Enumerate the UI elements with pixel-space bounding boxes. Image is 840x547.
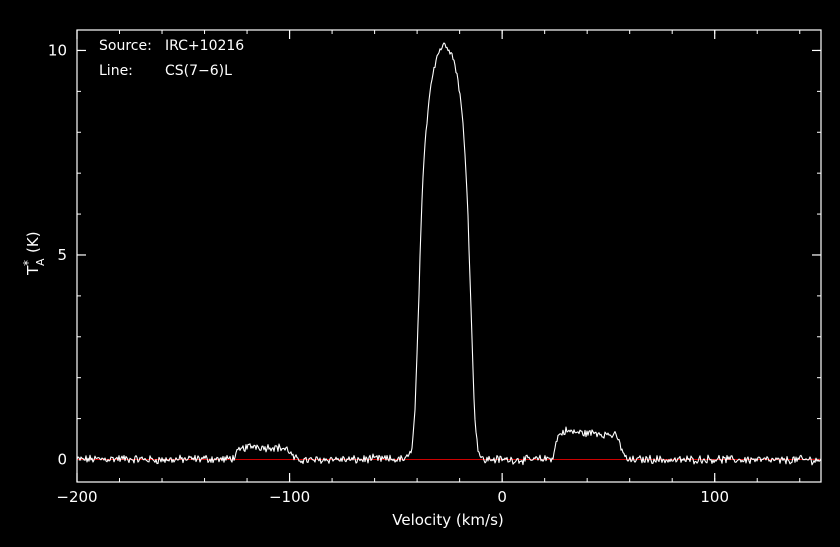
y-axis-label-superscript: * (21, 260, 35, 266)
x-tick-label: 100 (700, 488, 729, 506)
x-tick-label: −200 (56, 488, 97, 506)
y-axis-label-base: T (24, 265, 42, 276)
source-value: IRC+10216 (165, 38, 244, 54)
spectrum-line (76, 42, 822, 466)
y-tick-label: 10 (48, 41, 67, 59)
line-key: Line: (99, 63, 133, 79)
x-axis-label: Velocity (km/s) (392, 511, 503, 529)
y-axis-label-subscript: A (34, 258, 47, 266)
tick-labels: −200 −100 0 100 0 5 10 (48, 41, 729, 506)
chart-marks (76, 42, 822, 466)
plot-frame (76, 29, 822, 483)
line-value: CS(7−6)L (165, 63, 232, 79)
x-tick-label: −100 (269, 488, 310, 506)
y-axis-label: T * A (K) (21, 231, 47, 276)
y-axis-label-unit: (K) (24, 231, 42, 253)
y-tick-label: 5 (57, 246, 67, 264)
source-key: Source: (99, 38, 152, 54)
x-tick-label: 0 (497, 488, 507, 506)
y-tick-label: 0 (57, 451, 67, 469)
